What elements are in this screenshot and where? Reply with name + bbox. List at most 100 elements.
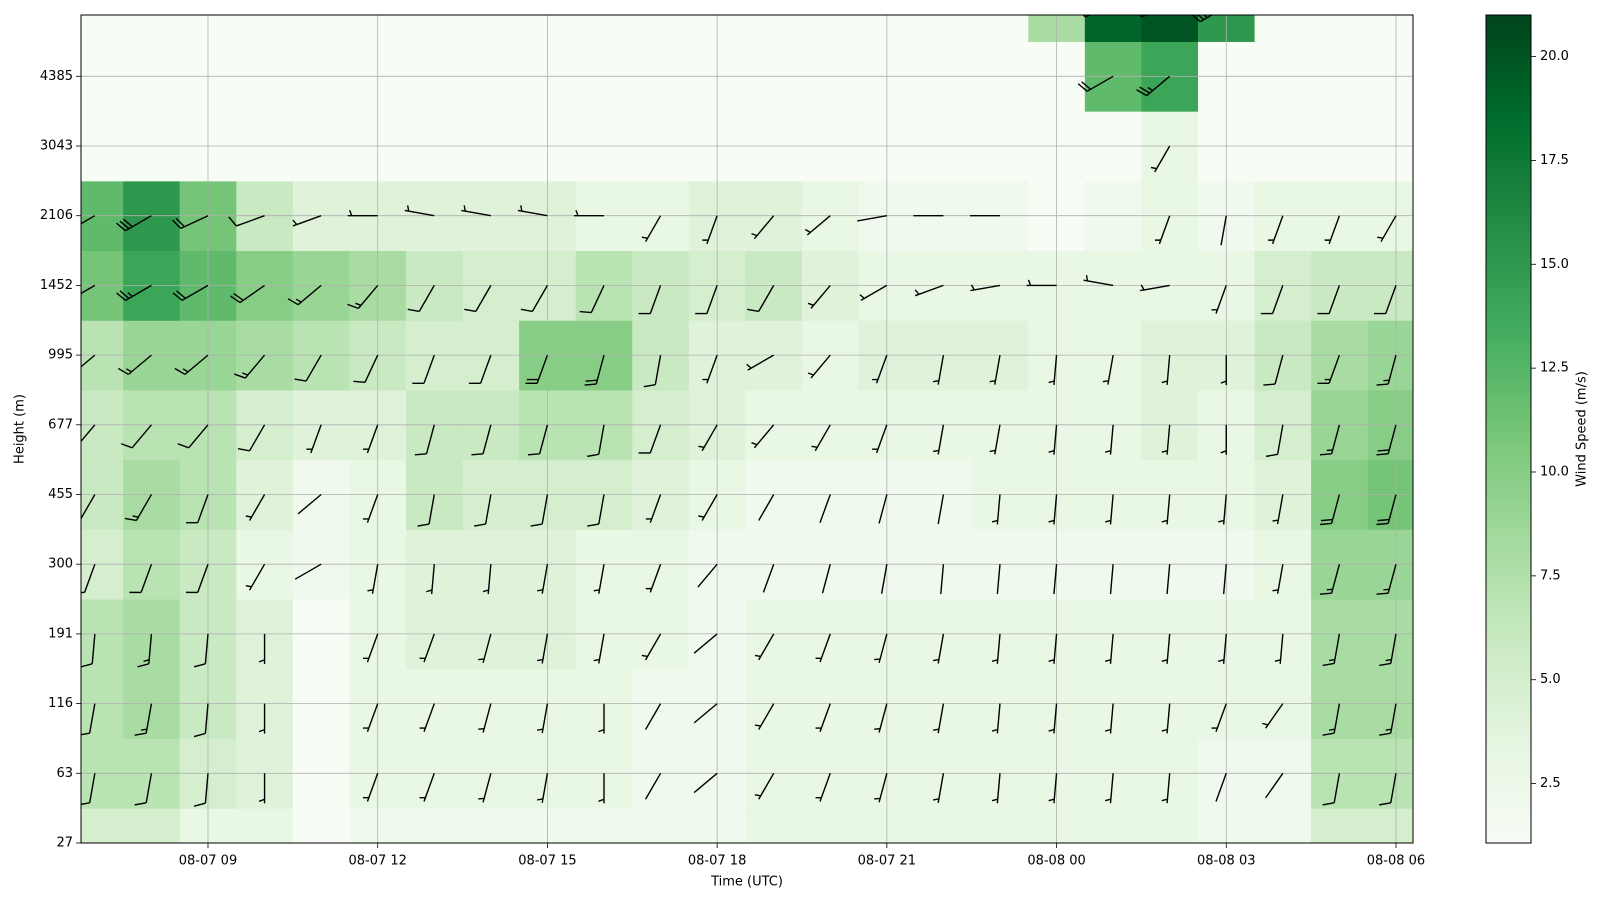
wind-barb <box>473 494 492 527</box>
wind-barb <box>362 773 379 802</box>
wind-barb <box>746 354 775 371</box>
wind-barb <box>81 354 96 368</box>
wind-barb <box>1048 773 1058 804</box>
colorbar-tick-label: 7.5 <box>1540 568 1561 583</box>
wind-barb <box>362 633 379 663</box>
wind-barb <box>193 633 209 668</box>
y-tick-label: 3043 <box>40 139 73 154</box>
colorbar-tick-label: 10.0 <box>1540 464 1569 479</box>
wind-barb <box>478 633 492 664</box>
wind-barb <box>593 564 605 594</box>
plot-frame <box>80 14 1414 844</box>
wind-barb <box>186 494 209 524</box>
wind-barb <box>859 284 888 302</box>
heatmap-cell <box>745 15 803 42</box>
heatmap-cell <box>971 808 1029 843</box>
x-tick-label: 08-07 18 <box>688 854 746 869</box>
wind-barb <box>914 284 944 297</box>
wind-barb <box>1211 285 1227 314</box>
wind-barb <box>999 842 1000 843</box>
wind-barb <box>407 285 435 313</box>
wind-barb <box>754 633 775 661</box>
colorbar-tick-label: 20.0 <box>1540 49 1569 64</box>
y-tick-label: 2106 <box>40 208 73 223</box>
y-tick-label: 995 <box>48 348 73 363</box>
wind-barb <box>1376 564 1397 595</box>
heatmap-cell <box>1311 808 1369 843</box>
wind-barb <box>1218 633 1227 664</box>
wind-barb <box>815 773 831 802</box>
wind-barb <box>1150 145 1171 173</box>
wind-barb <box>234 354 266 379</box>
wind-barb <box>1161 424 1171 455</box>
heatmap-cell <box>236 15 294 42</box>
wind-barb <box>1112 842 1114 843</box>
wind-barb <box>1379 633 1397 667</box>
wind-barb <box>874 703 888 733</box>
heatmap-cell <box>405 808 464 843</box>
y-tick-label: 27 <box>56 836 73 851</box>
wind-barb <box>1220 215 1227 246</box>
wind-barb <box>829 842 831 843</box>
wind-barb <box>482 564 492 595</box>
heatmap-cell <box>1311 15 1369 42</box>
wind-barb <box>347 209 378 217</box>
wind-barb <box>1136 75 1171 97</box>
wind-barb <box>807 354 831 379</box>
wind-barb <box>537 773 549 803</box>
wind-barb <box>520 285 549 313</box>
wind-barb <box>1077 75 1114 92</box>
wind-barb <box>970 284 1001 292</box>
wind-barb <box>412 354 435 384</box>
wind-barb <box>347 284 379 310</box>
wind-barb <box>1048 633 1058 664</box>
wind-barb <box>1048 703 1058 734</box>
y-tick-label: 300 <box>48 557 73 572</box>
y-tick-label: 455 <box>48 487 73 502</box>
wind-barb <box>353 354 379 383</box>
wind-barb <box>933 354 945 385</box>
wind-barb <box>880 564 888 594</box>
wind-barb <box>417 494 435 527</box>
wind-barb <box>641 633 662 661</box>
wind-barb <box>81 633 96 668</box>
wind-barb <box>116 215 152 232</box>
wind-barb <box>1161 494 1171 525</box>
wind-barb <box>433 842 435 843</box>
wind-barb <box>989 354 1001 385</box>
wind-barb <box>821 564 831 594</box>
wind-barb <box>804 215 831 236</box>
wind-barb <box>693 772 718 794</box>
wind-barb <box>1338 842 1340 843</box>
wind-barb <box>537 633 549 664</box>
wind-barb <box>698 424 718 452</box>
wind-barb <box>584 354 605 386</box>
wind-barb <box>117 354 152 375</box>
colorbar-tick-label: 2.5 <box>1540 776 1561 791</box>
wind-barb <box>414 424 435 456</box>
wind-barb <box>1324 215 1341 245</box>
wind-barb <box>989 424 1001 455</box>
wind-barb <box>942 842 944 843</box>
wind-barb <box>991 633 1001 664</box>
wind-barb <box>872 424 888 454</box>
wind-barb <box>186 563 209 594</box>
wind-barb <box>193 703 209 738</box>
heatmap-cell <box>405 15 464 42</box>
wind-barb <box>134 703 153 736</box>
x-tick-label: 08-07 21 <box>858 854 916 869</box>
y-axis-label: Height (m) <box>13 394 28 464</box>
heatmap-cell <box>81 808 124 843</box>
y-tick-label: 63 <box>56 766 73 781</box>
wind-barb <box>1274 633 1284 664</box>
wind-barb <box>1154 215 1171 245</box>
wind-barb <box>1161 773 1171 804</box>
wind-barb <box>1379 773 1397 806</box>
heatmap-cell <box>632 15 690 42</box>
wind-barb <box>306 424 322 454</box>
wind-barb <box>1322 703 1341 736</box>
wind-barb <box>1376 424 1397 456</box>
heatmap-cell <box>1084 15 1142 42</box>
heatmap-cell <box>462 808 520 843</box>
